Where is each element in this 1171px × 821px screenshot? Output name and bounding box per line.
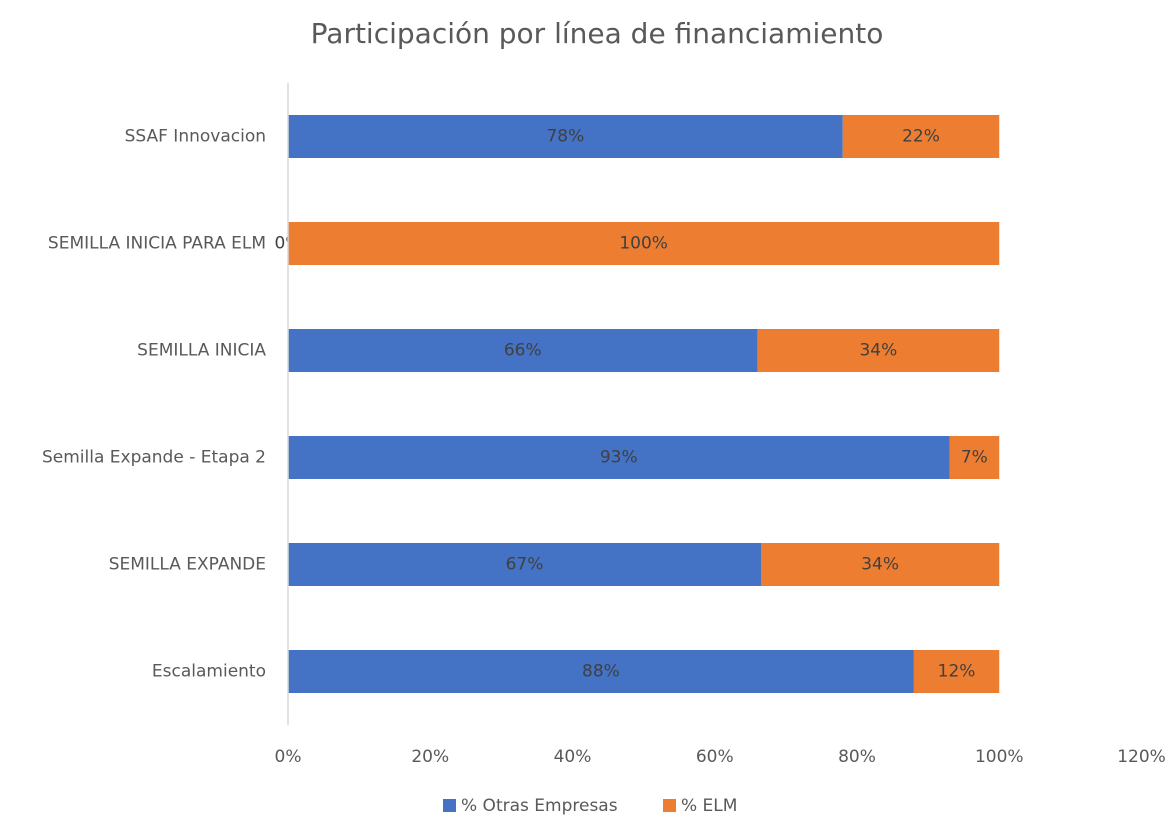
data-label: 7%	[961, 448, 988, 468]
y-tick-label: Escalamiento	[152, 662, 266, 682]
data-label: 34%	[859, 341, 897, 361]
bar-segment	[949, 436, 1000, 479]
legend-swatch	[443, 799, 456, 812]
data-label: 34%	[861, 555, 899, 575]
bar-segment	[913, 650, 1000, 693]
y-tick-label: SSAF Innovacion	[125, 127, 266, 147]
x-tick-label: 20%	[411, 747, 449, 767]
x-tick-label: 0%	[275, 747, 302, 767]
data-label: 67%	[506, 555, 544, 575]
bar-segment	[842, 115, 1000, 158]
chart-title: Participación por línea de financiamient…	[311, 17, 884, 50]
x-tick-label: 120%	[1117, 747, 1166, 767]
bar-segment	[288, 436, 950, 479]
data-label: 93%	[600, 448, 638, 468]
legend-label: % ELM	[681, 796, 737, 816]
legend-swatch	[663, 799, 676, 812]
x-tick-label: 100%	[975, 747, 1024, 767]
bar-segment	[288, 115, 843, 158]
x-tick-label: 40%	[554, 747, 592, 767]
bar-segment	[760, 543, 1000, 586]
bar-segment	[757, 329, 1000, 372]
data-label: 22%	[902, 127, 940, 147]
legend-label: % Otras Empresas	[461, 796, 618, 816]
bar-segment	[288, 222, 1000, 265]
x-tick-label: 80%	[838, 747, 876, 767]
data-label: 66%	[504, 341, 542, 361]
data-label: 100%	[619, 234, 668, 254]
bar-segment	[288, 329, 758, 372]
data-label: 88%	[582, 662, 620, 682]
data-label: 78%	[546, 127, 584, 147]
y-tick-label: SEMILLA INICIA PARA ELM	[48, 234, 266, 254]
y-tick-label: Semilla Expande - Etapa 2	[42, 448, 266, 468]
data-label: 12%	[938, 662, 976, 682]
y-tick-label: SEMILLA EXPANDE	[109, 555, 266, 575]
bar-segment	[288, 543, 761, 586]
y-tick-label: SEMILLA INICIA	[137, 341, 266, 361]
x-tick-label: 60%	[696, 747, 734, 767]
bar-segment	[288, 650, 914, 693]
